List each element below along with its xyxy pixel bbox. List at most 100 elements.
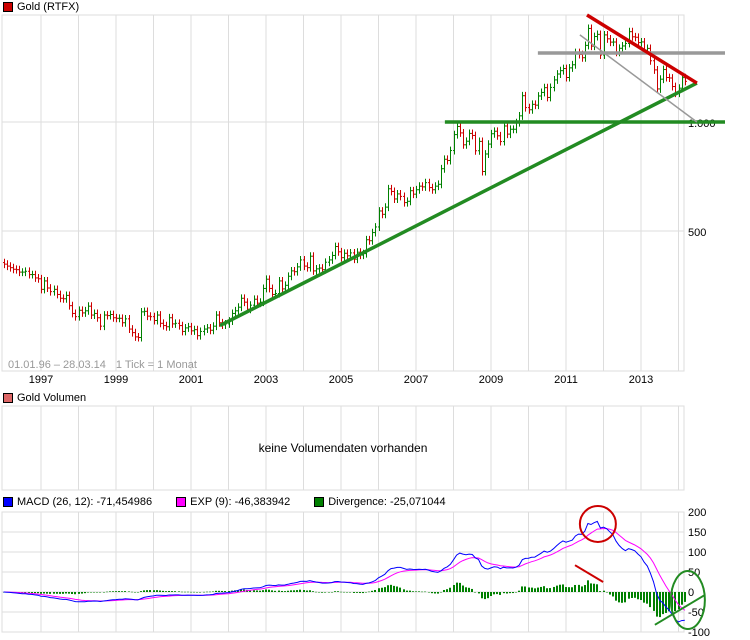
divergence-bar [171,591,173,592]
ohlc-bar [518,111,521,127]
divergence-bar [165,591,167,592]
divergence-bar [143,590,145,592]
divergence-bar [224,591,226,592]
ohlc-bar [106,311,109,320]
ohlc-bar [449,146,452,165]
ohlc-bar [234,306,237,318]
divergence-bar [309,590,311,592]
ohlc-bar [637,33,640,47]
divergence-bar [643,592,645,603]
macd-y-tick-label: -100 [688,627,710,639]
divergence-bar [553,586,555,592]
divergence-bar [37,592,39,594]
ohlc-bar [281,277,284,293]
divergence-bar [103,592,105,593]
date-range: 01.01.96 – 28.03.14 [8,359,106,371]
divergence-bar [128,591,130,592]
divergence-bar [565,587,567,592]
ohlc-bar [640,38,643,47]
divergence-bar [374,589,376,592]
divergence-bar [240,589,242,592]
ohlc-bar [12,263,15,274]
divergence-bar [549,588,551,592]
ohlc-bar [540,88,543,100]
ohlc-bar [156,311,159,325]
divergence-bar [340,591,342,593]
ohlc-bar [421,182,424,191]
ohlc-bar [296,262,299,276]
divergence-bar [149,590,151,592]
trendline-annotation [579,34,698,123]
divergence-bar [312,591,314,592]
ohlc-bar [631,27,634,41]
x-tick-label: 2013 [629,374,653,386]
ohlc-bar [556,70,559,84]
volume-legend-swatch [3,393,13,403]
ohlc-bar [174,319,177,328]
ohlc-bar [71,301,74,318]
ohlc-bar [428,178,431,192]
ohlc-bar [424,178,427,191]
macd-y-tick-label: 100 [688,547,706,559]
ohlc-bar [621,42,624,53]
divergence-bar [681,592,683,605]
divergence-bar [53,592,55,594]
ohlc-bar [365,235,368,258]
divergence-bar [653,592,655,611]
ohlc-bar [87,302,90,315]
divergence-bar [556,585,558,592]
ohlc-bar [318,264,321,273]
ohlc-bar [34,270,37,282]
ohlc-bar [418,182,421,194]
ohlc-bar [240,294,243,312]
ohlc-bar [346,249,349,260]
ohlc-bar [434,182,437,194]
divergence-bar [281,590,283,592]
ohlc-bar [43,277,46,294]
ohlc-bar [387,184,390,212]
x-tick-label: 2001 [179,374,203,386]
divergence-bar [471,588,473,592]
divergence-bar [590,583,592,592]
divergence-bar [543,586,545,592]
ohlc-bar [374,223,377,237]
ohlc-bar [178,319,181,330]
divergence-bar [437,592,439,594]
divergence-bar [634,592,636,598]
ohlc-bar [509,125,512,139]
divergence-bar [646,592,648,604]
divergence-bar [440,591,442,593]
divergence-bar [593,583,595,592]
ohlc-bar [146,307,149,321]
divergence-bar [318,592,320,593]
divergence-bar [474,592,476,593]
ohlc-bar [537,92,540,110]
divergence-bar [337,591,339,592]
divergence-bar [581,586,583,592]
divergence-bar [534,588,536,592]
divergence-bar [168,590,170,592]
divergence-bar [346,592,348,593]
divergence-bar [468,587,470,592]
ohlc-bar [481,137,484,176]
trendline-annotation [219,81,698,328]
ohlc-bar [134,328,137,341]
divergence-bar [315,591,317,593]
divergence-bar [390,584,392,592]
divergence-bar [409,590,411,592]
divergence-bar [124,591,126,592]
ohlc-bar [571,60,574,72]
divergence-bar [678,592,680,610]
macd-legend-label: MACD (26, 12): -71,454986 [17,496,153,508]
ohlc-bar [306,262,309,272]
divergence-bar [193,591,195,593]
divergence-bar [334,591,336,592]
divergence-bar [671,592,673,612]
divergence-bar [615,592,617,601]
ohlc-bar [118,314,121,323]
divergence-bar [596,584,598,592]
divergence-bar [274,590,276,592]
line-annotation [574,564,604,583]
ohlc-bar [656,65,659,93]
